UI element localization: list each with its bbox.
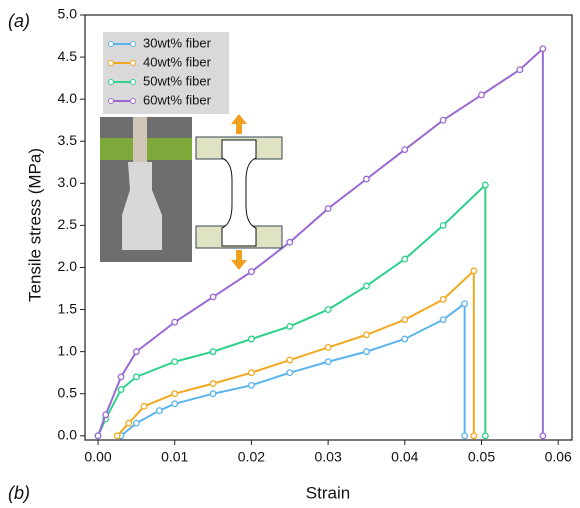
point [324, 343, 332, 351]
legend-label: 30wt% fiber [143, 35, 212, 50]
point [481, 432, 489, 440]
point [286, 356, 294, 364]
point [539, 45, 547, 53]
arrow-up [231, 114, 247, 134]
point [286, 322, 294, 330]
x-axis-label: Strain [306, 483, 350, 502]
legend-marker [108, 98, 114, 104]
legend-marker [108, 60, 114, 66]
legend-marker [108, 79, 114, 85]
y-tick-label: 3.0 [58, 174, 78, 190]
y-tick-label: 1.5 [58, 300, 78, 316]
y-axis-label: Tensile stress (MPa) [25, 148, 44, 302]
photo-specimen [122, 162, 162, 250]
point [247, 369, 255, 377]
point [401, 316, 409, 324]
panel-label: (b) [8, 483, 30, 503]
point [209, 390, 217, 398]
legend-marker [130, 60, 136, 66]
point [363, 348, 370, 356]
point [461, 300, 469, 308]
point [286, 369, 294, 377]
y-tick-label: 3.5 [58, 132, 78, 148]
x-tick-label: 0.00 [84, 449, 111, 465]
y-tick-label: 4.5 [58, 48, 78, 64]
y-tick-label: 5.0 [58, 6, 78, 22]
point [363, 175, 370, 183]
x-tick-label: 0.06 [545, 449, 572, 465]
point [363, 331, 370, 339]
x-tick-label: 0.03 [314, 449, 341, 465]
y-tick-label: 0.0 [58, 426, 78, 442]
y-tick-label: 1.0 [58, 342, 78, 358]
x-tick-label: 0.04 [391, 449, 418, 465]
y-tick-label: 4.0 [58, 90, 78, 106]
point [155, 407, 163, 414]
point [247, 268, 255, 276]
point [132, 373, 140, 381]
x-tick-label: 0.05 [468, 449, 495, 465]
y-tick-label: 2.5 [58, 216, 78, 232]
point [94, 432, 102, 440]
legend-label: 60wt% fiber [143, 92, 212, 107]
point [171, 318, 179, 326]
arrow-down [231, 250, 247, 270]
point [209, 380, 217, 388]
point [209, 293, 217, 301]
point [470, 267, 478, 275]
point [117, 386, 125, 393]
inset-images [100, 114, 283, 270]
point [117, 373, 125, 381]
legend-marker [108, 41, 114, 47]
point [439, 316, 447, 324]
point [516, 66, 524, 74]
point [401, 255, 409, 263]
point [439, 116, 447, 124]
legend-marker [130, 98, 136, 104]
point [324, 306, 332, 314]
point [470, 432, 478, 440]
point [481, 181, 489, 189]
point [171, 390, 179, 398]
point [324, 358, 332, 366]
legend-marker [130, 41, 136, 47]
point [140, 402, 148, 410]
series-line [116, 268, 475, 437]
point [125, 419, 133, 427]
panel-label: (a) [8, 11, 30, 31]
legend-label: 50wt% fiber [143, 73, 212, 88]
point [113, 432, 121, 440]
point [324, 205, 332, 213]
point [401, 335, 409, 343]
point [439, 221, 447, 229]
x-tick-label: 0.02 [238, 449, 265, 465]
point [132, 419, 140, 427]
point [247, 381, 255, 389]
point [439, 296, 447, 303]
point [209, 348, 217, 356]
point [401, 146, 409, 154]
point [171, 358, 179, 366]
point [171, 400, 179, 408]
x-tick-label: 0.01 [161, 449, 188, 465]
y-tick-label: 2.0 [58, 258, 78, 274]
photo-nozzle [133, 117, 147, 162]
point [539, 432, 547, 440]
point [102, 411, 110, 419]
point [461, 432, 469, 440]
point [478, 91, 485, 99]
y-tick-label: 0.5 [58, 384, 78, 400]
legend-marker [130, 79, 136, 85]
series-line [97, 46, 544, 437]
dogbone [221, 139, 257, 247]
point [247, 335, 255, 343]
legend-label: 40wt% fiber [143, 54, 212, 69]
point [286, 238, 294, 246]
point [132, 348, 140, 356]
point [363, 282, 370, 290]
